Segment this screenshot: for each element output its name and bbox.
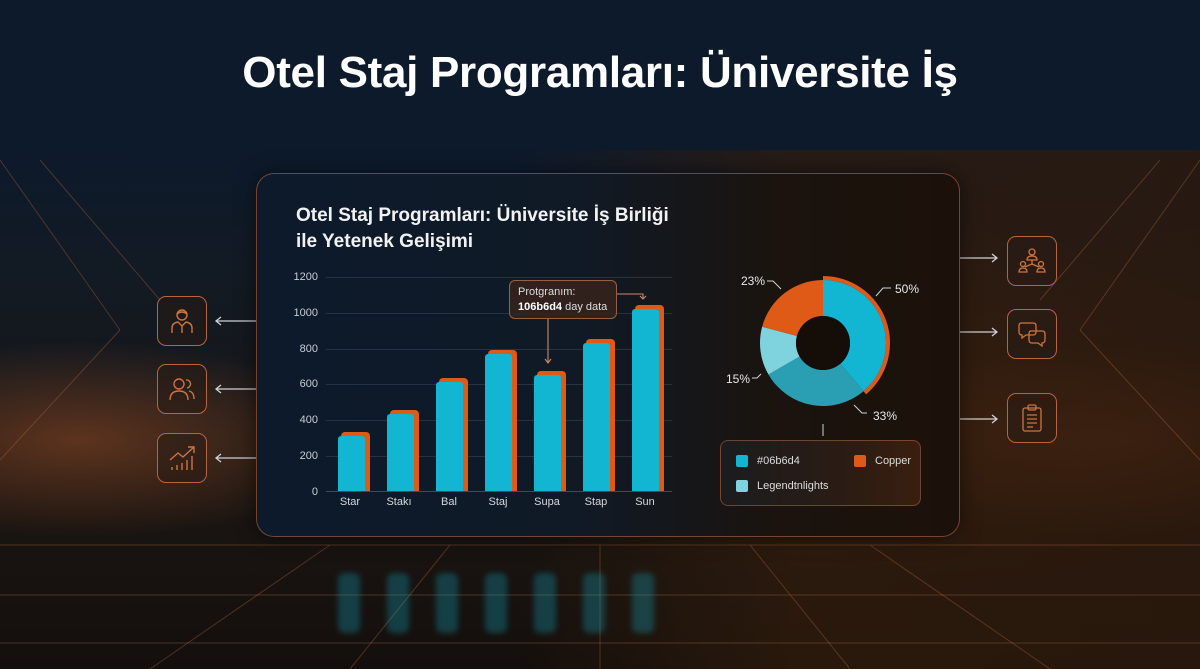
y-tick: 200 xyxy=(299,450,318,462)
bar[interactable] xyxy=(436,382,463,491)
pie-label-33: 33% xyxy=(873,409,898,423)
reflection-bar xyxy=(534,573,556,633)
gridline xyxy=(326,349,672,350)
reflection-bar xyxy=(387,573,409,633)
bar[interactable] xyxy=(338,435,365,491)
legend-swatch xyxy=(736,480,748,492)
y-tick: 0 xyxy=(311,486,318,498)
reflection-bar xyxy=(485,573,507,633)
y-tick: 400 xyxy=(299,414,318,426)
x-axis-line xyxy=(326,491,672,492)
bar[interactable] xyxy=(534,375,561,491)
tooltip-value: 106b6d4 day data xyxy=(518,300,608,315)
pie-label-23: 23% xyxy=(741,274,766,288)
legend-swatch xyxy=(854,455,866,467)
chat-bubbles-icon xyxy=(1018,322,1046,348)
bar[interactable] xyxy=(632,309,659,491)
pie-label-15: 15% xyxy=(726,372,751,386)
legend-item: #06b6d4 xyxy=(736,455,800,467)
pie-label-50: 50% xyxy=(895,282,920,296)
bar[interactable] xyxy=(583,342,610,491)
reflection-bar xyxy=(436,573,458,633)
reflection-bar xyxy=(583,573,605,633)
bar[interactable] xyxy=(485,353,512,491)
legend-label: Copper xyxy=(875,455,912,467)
clipboard-icon-button xyxy=(1007,393,1057,443)
legend-label: #06b6d4 xyxy=(757,455,800,467)
chart-title: Otel Staj Programları: Üniversite İş Bir… xyxy=(296,205,669,252)
growth-chart-icon-button xyxy=(157,433,207,483)
users-icon xyxy=(169,378,195,401)
businessman-icon-button xyxy=(157,296,207,346)
clipboard-icon xyxy=(1022,404,1042,432)
donut-slice[interactable] xyxy=(762,280,823,337)
chart-tooltip: Protgranım: 106b6d4 day data xyxy=(509,280,617,319)
y-tick: 1000 xyxy=(293,307,318,319)
users-icon-button xyxy=(157,364,207,414)
businessman-icon xyxy=(171,309,193,333)
reflection-bar xyxy=(338,573,360,633)
donut-slice[interactable] xyxy=(768,356,864,407)
x-label: Stap xyxy=(584,496,608,508)
gridline xyxy=(326,277,672,278)
chat-bubbles-icon-button xyxy=(1007,309,1057,359)
chart-legend: #06b6d4 Copper Legendtnlights xyxy=(720,440,921,506)
legend-item: Legendtnlights xyxy=(736,480,829,492)
legend-swatch xyxy=(736,455,748,467)
panel-reflection xyxy=(256,545,960,669)
x-label: Bal xyxy=(441,496,457,508)
reflection-bar xyxy=(632,573,654,633)
growth-chart-icon xyxy=(169,446,195,470)
y-tick: 600 xyxy=(299,378,318,390)
network-people-icon-button xyxy=(1007,236,1057,286)
y-tick: 800 xyxy=(299,343,318,355)
legend-label: Legendtnlights xyxy=(757,480,829,492)
bar[interactable] xyxy=(387,414,414,491)
tooltip-bold: 106b6d4 xyxy=(518,301,563,313)
tooltip-rest: day data xyxy=(562,301,608,313)
legend-item: Copper xyxy=(854,455,911,467)
x-label: Sun xyxy=(635,496,655,508)
page-headline: Otel Staj Programları: Üniversite İş xyxy=(242,48,958,97)
donut-slice[interactable] xyxy=(823,280,887,392)
gridline xyxy=(326,313,672,314)
x-label: Star xyxy=(339,496,361,508)
x-label: Supa xyxy=(534,496,560,508)
x-label: Stakı xyxy=(386,496,412,508)
x-label: Staj xyxy=(488,496,508,508)
y-tick: 1200 xyxy=(293,271,318,283)
network-people-icon xyxy=(1018,248,1046,273)
tooltip-label: Protgranım: xyxy=(518,286,576,298)
donut-slice[interactable] xyxy=(760,326,800,375)
